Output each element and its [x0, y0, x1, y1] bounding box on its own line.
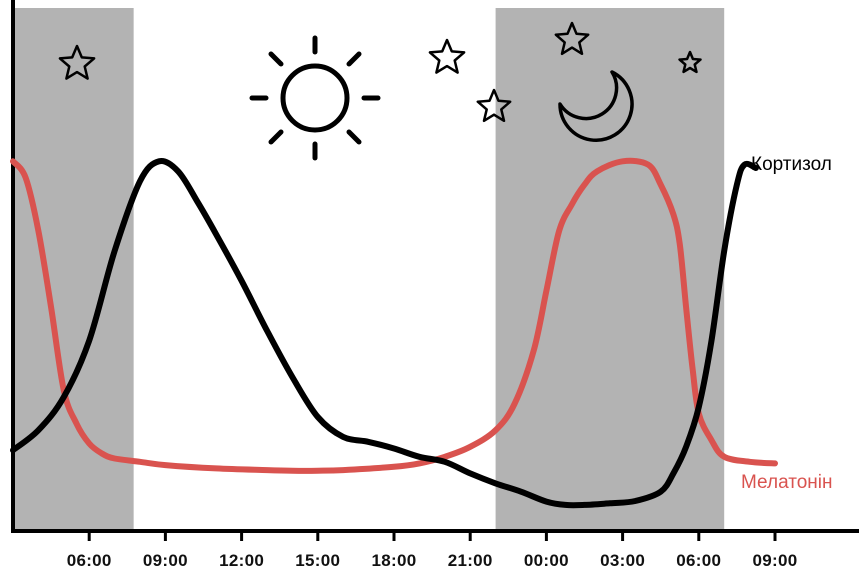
x-tick-label: 06:00 [67, 551, 112, 570]
series-label-melatonin: Мелатонін [741, 472, 832, 493]
star-icons [58, 21, 702, 123]
star-icon-2 [428, 38, 466, 74]
night-band-2 [495, 8, 725, 531]
sun-icon [249, 35, 381, 161]
x-tick-label: 15:00 [295, 551, 340, 570]
x-tick-label: 09:00 [753, 551, 798, 570]
night-band-1 [13, 8, 134, 531]
x-tick-label: 06:00 [676, 551, 721, 570]
x-tick-label: 18:00 [372, 551, 417, 570]
night-bands [13, 8, 725, 531]
x-tick-label: 00:00 [524, 551, 569, 570]
x-tick-label: 09:00 [143, 551, 188, 570]
star-icon-5 [678, 50, 702, 74]
x-tick-label: 21:00 [448, 551, 493, 570]
series-label-cortisol: Кортизол [751, 154, 832, 175]
star-icon-3 [554, 21, 590, 56]
x-tick-label: 12:00 [219, 551, 264, 570]
x-ticks: 06:00 09:00 12:00 15:00 18:00 21:00 00:00 03:00… [67, 531, 798, 570]
star-icon-4 [476, 88, 512, 123]
series-line-melatonin [10, 157, 778, 474]
x-tick-label: 03:00 [600, 551, 645, 570]
moon-icon [558, 70, 634, 142]
series-line-cortisol [10, 158, 759, 509]
star-icon-1 [58, 44, 96, 80]
